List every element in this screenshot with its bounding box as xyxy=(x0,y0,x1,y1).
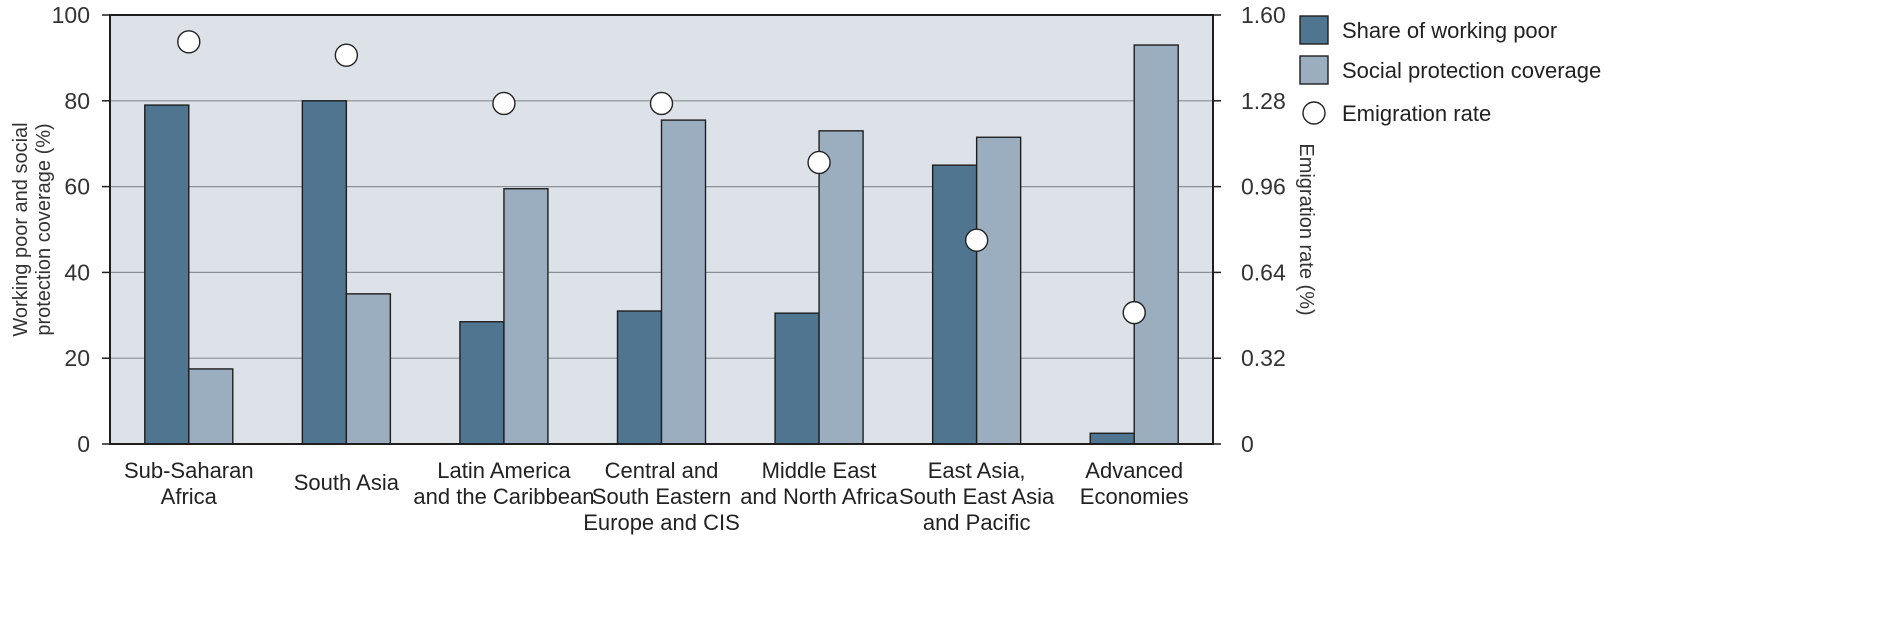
bar-working-poor xyxy=(931,164,978,445)
legend-label: Share of working poor xyxy=(1342,18,1557,43)
legend-swatch xyxy=(1299,55,1329,85)
legend-swatch xyxy=(1299,15,1329,45)
emigration-marker xyxy=(177,30,201,54)
bar-social-protection xyxy=(503,188,549,445)
right-tick-label: 0.32 xyxy=(1241,345,1286,371)
left-tick-label: 20 xyxy=(64,345,90,371)
legend-label: Social protection coverage xyxy=(1342,58,1601,83)
left-tick-label: 0 xyxy=(77,431,90,457)
emigration-marker xyxy=(492,91,516,116)
category-label: South Asia xyxy=(294,470,400,495)
bar-social-protection xyxy=(660,119,707,445)
bar-working-poor xyxy=(144,104,190,445)
right-axis-ticks: 0 0.32 0.64 0.96 1.28 1.60 xyxy=(1213,2,1286,457)
legend: Share of working poor Social protection c… xyxy=(1299,15,1601,126)
right-tick-label: 0 xyxy=(1241,431,1254,457)
category-label: Middle East and North Africa xyxy=(740,458,899,509)
left-tick-label: 60 xyxy=(64,174,90,200)
bar-working-poor xyxy=(1089,432,1135,445)
right-axis-title: Emigration rate (%) xyxy=(1295,143,1317,315)
right-tick-label: 1.28 xyxy=(1241,88,1286,114)
left-axis-title: Working poor and socialprotection covera… xyxy=(10,122,55,336)
plot-border xyxy=(109,14,1214,445)
bar-working-poor xyxy=(459,321,505,445)
right-tick-label: 1.60 xyxy=(1241,2,1286,28)
right-tick-label: 0.64 xyxy=(1241,259,1286,285)
emigration-marker xyxy=(807,150,831,175)
legend-label: Emigration rate xyxy=(1342,101,1491,126)
emigration-marker xyxy=(334,43,359,67)
bar-working-poor xyxy=(774,312,820,445)
category-label: Sub-Saharan Africa xyxy=(124,458,254,509)
right-tick-label: 0.96 xyxy=(1241,174,1286,200)
bar-social-protection xyxy=(975,136,1022,445)
bar-social-protection xyxy=(188,368,234,445)
left-tick-label: 40 xyxy=(64,259,90,285)
category-label: Central and South Eastern Europe and CIS xyxy=(583,458,740,535)
emigration-marker xyxy=(649,91,674,116)
category-labels: Sub-Saharan Africa South Asia Latin America… xyxy=(124,458,1189,535)
bars xyxy=(144,44,1179,445)
left-axis-ticks: 0 20 40 60 80 100 xyxy=(52,2,110,457)
emigration-marker xyxy=(1122,300,1146,325)
category-label: East Asia, South East Asia and Pacific xyxy=(899,458,1055,535)
category-label: Advanced Economies xyxy=(1080,458,1189,509)
left-tick-label: 100 xyxy=(52,2,90,28)
category-label: Latin America and the Caribbean xyxy=(413,458,594,509)
emigration-markers xyxy=(177,30,1146,325)
legend-marker xyxy=(1302,101,1326,125)
bar-social-protection xyxy=(818,130,864,445)
bar-working-poor xyxy=(616,310,663,445)
axis-titles: Working poor and socialprotection covera… xyxy=(10,122,1317,336)
bar-social-protection xyxy=(1133,44,1179,445)
bar-social-protection xyxy=(345,293,392,445)
emigration-marker xyxy=(964,228,989,252)
bar-working-poor xyxy=(301,100,348,445)
left-tick-label: 80 xyxy=(64,88,90,114)
plot-frame xyxy=(109,14,1214,445)
